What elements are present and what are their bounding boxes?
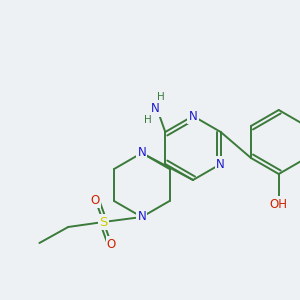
Text: H: H <box>144 115 152 125</box>
Text: N: N <box>137 211 146 224</box>
Text: N: N <box>189 110 197 122</box>
Text: O: O <box>91 194 100 206</box>
Text: N: N <box>216 158 225 170</box>
Text: H: H <box>276 200 285 212</box>
Text: N: N <box>151 103 160 116</box>
Text: N: N <box>137 146 146 160</box>
Text: O: O <box>107 238 116 250</box>
Text: OH: OH <box>270 197 288 211</box>
Text: H: H <box>158 92 165 102</box>
Text: S: S <box>99 215 108 229</box>
